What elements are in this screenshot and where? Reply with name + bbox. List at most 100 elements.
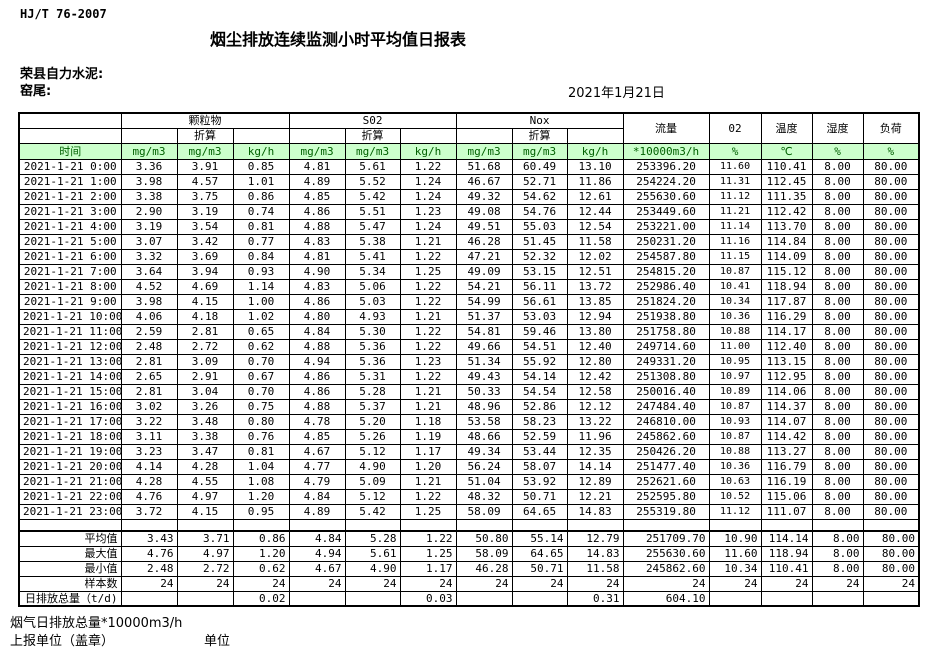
value-cell: 53.44 bbox=[511, 443, 568, 460]
value-cell: 112.45 bbox=[760, 173, 813, 190]
value-cell: 2.90 bbox=[120, 203, 178, 220]
empty-cell bbox=[232, 127, 290, 144]
empty-cell bbox=[120, 518, 178, 532]
empty-cell bbox=[566, 127, 624, 144]
value-cell: 1.24 bbox=[399, 188, 457, 205]
summary-value-cell: 8.00 bbox=[811, 560, 864, 577]
value-cell: 246810.00 bbox=[622, 413, 710, 430]
value-cell: 8.00 bbox=[811, 473, 864, 490]
value-cell: 11.58 bbox=[566, 233, 624, 250]
value-cell: 54.62 bbox=[511, 188, 568, 205]
summary-value-cell: 4.90 bbox=[344, 560, 401, 577]
value-cell: 4.79 bbox=[288, 473, 346, 490]
value-cell: 1.18 bbox=[399, 413, 457, 430]
value-cell: 1.04 bbox=[232, 458, 290, 475]
value-cell: 3.26 bbox=[176, 398, 234, 415]
unit-cell: mg/m3 bbox=[344, 142, 401, 160]
value-cell: 1.23 bbox=[399, 203, 457, 220]
value-cell: 55.03 bbox=[511, 218, 568, 235]
value-cell: 5.26 bbox=[344, 428, 401, 445]
value-cell: 10.34 bbox=[708, 293, 762, 310]
value-cell: 5.52 bbox=[344, 173, 401, 190]
value-cell: 4.06 bbox=[120, 308, 178, 325]
standard-code: HJ/T 76-2007 bbox=[20, 7, 107, 21]
value-cell: 10.93 bbox=[708, 413, 762, 430]
value-cell: 10.97 bbox=[708, 368, 762, 385]
value-cell: 12.21 bbox=[566, 488, 624, 505]
table-row: 2021-1-21 8:00 4.52 4.69 1.14 4.83 5.06 1.22 54… bbox=[18, 278, 920, 295]
value-cell: 53.92 bbox=[511, 473, 568, 490]
value-cell: 2.59 bbox=[120, 323, 178, 340]
col-group-particulate: 颗粒物 bbox=[120, 112, 290, 129]
value-cell: 1.21 bbox=[399, 383, 457, 400]
summary-value-cell: 80.00 bbox=[862, 560, 920, 577]
value-cell: 4.81 bbox=[288, 248, 346, 265]
value-cell: 49.43 bbox=[455, 368, 513, 385]
value-cell: 14.14 bbox=[566, 458, 624, 475]
summary-value-cell bbox=[344, 590, 401, 607]
unit-cell-temperature: ℃ bbox=[760, 142, 813, 160]
value-cell: 5.47 bbox=[344, 218, 401, 235]
value-cell: 54.76 bbox=[511, 203, 568, 220]
value-cell: 0.93 bbox=[232, 263, 290, 280]
empty-cell bbox=[18, 518, 122, 532]
value-cell: 80.00 bbox=[862, 308, 920, 325]
summary-row: 最大值 4.76 4.97 1.20 4.94 5.61 1.25 58.09 64.65 14.… bbox=[18, 545, 920, 562]
value-cell: 3.75 bbox=[176, 188, 234, 205]
summary-value-cell: 4.84 bbox=[288, 530, 346, 547]
value-cell: 0.76 bbox=[232, 428, 290, 445]
value-cell: 8.00 bbox=[811, 188, 864, 205]
value-cell: 2.72 bbox=[176, 338, 234, 355]
converted-label: 折算 bbox=[511, 127, 568, 144]
summary-value-cell: 4.94 bbox=[288, 545, 346, 562]
value-cell: 4.15 bbox=[176, 293, 234, 310]
value-cell: 4.84 bbox=[288, 488, 346, 505]
value-cell: 14.83 bbox=[566, 503, 624, 520]
value-cell: 252986.40 bbox=[622, 278, 710, 295]
summary-value-cell: 245862.60 bbox=[622, 560, 710, 577]
summary-value-cell: 24 bbox=[399, 575, 457, 592]
summary-row: 最小值 2.48 2.72 0.62 4.67 4.90 1.17 46.28 50.71 11.… bbox=[18, 560, 920, 577]
value-cell: 3.11 bbox=[120, 428, 178, 445]
value-cell: 80.00 bbox=[862, 338, 920, 355]
value-cell: 1.22 bbox=[399, 323, 457, 340]
empty-cell bbox=[288, 518, 346, 532]
value-cell: 112.42 bbox=[760, 203, 813, 220]
empty-cell bbox=[622, 518, 710, 532]
value-cell: 245862.60 bbox=[622, 428, 710, 445]
value-cell: 80.00 bbox=[862, 218, 920, 235]
value-cell: 4.88 bbox=[288, 338, 346, 355]
value-cell: 12.58 bbox=[566, 383, 624, 400]
value-cell: 4.86 bbox=[288, 383, 346, 400]
summary-value-cell: 24 bbox=[622, 575, 710, 592]
value-cell: 1.25 bbox=[399, 503, 457, 520]
value-cell: 3.42 bbox=[176, 233, 234, 250]
value-cell: 13.85 bbox=[566, 293, 624, 310]
empty-cell bbox=[399, 127, 457, 144]
value-cell: 4.69 bbox=[176, 278, 234, 295]
time-cell: 2021-1-21 16:00 bbox=[18, 398, 122, 415]
table-row: 2021-1-21 0:00 3.36 3.91 0.85 4.81 5.61 1.22 51… bbox=[18, 158, 920, 175]
value-cell: 4.89 bbox=[288, 503, 346, 520]
value-cell: 1.21 bbox=[399, 473, 457, 490]
time-cell: 2021-1-21 7:00 bbox=[18, 263, 122, 280]
value-cell: 1.23 bbox=[399, 353, 457, 370]
value-cell: 2.65 bbox=[120, 368, 178, 385]
table-row: 2021-1-21 9:00 3.98 4.15 1.00 4.86 5.03 1.22 54… bbox=[18, 293, 920, 310]
value-cell: 254587.80 bbox=[622, 248, 710, 265]
col-header-flow: 流量 bbox=[622, 112, 710, 144]
summary-value-cell bbox=[120, 590, 178, 607]
value-cell: 8.00 bbox=[811, 263, 864, 280]
value-cell: 3.19 bbox=[176, 203, 234, 220]
value-cell: 11.12 bbox=[708, 188, 762, 205]
value-cell: 251477.40 bbox=[622, 458, 710, 475]
value-cell: 51.68 bbox=[455, 158, 513, 175]
value-cell: 52.71 bbox=[511, 173, 568, 190]
summary-value-cell: 24 bbox=[455, 575, 513, 592]
value-cell: 4.97 bbox=[176, 488, 234, 505]
value-cell: 251308.80 bbox=[622, 368, 710, 385]
value-cell: 12.54 bbox=[566, 218, 624, 235]
value-cell: 5.09 bbox=[344, 473, 401, 490]
summary-value-cell: 8.00 bbox=[811, 545, 864, 562]
value-cell: 80.00 bbox=[862, 293, 920, 310]
